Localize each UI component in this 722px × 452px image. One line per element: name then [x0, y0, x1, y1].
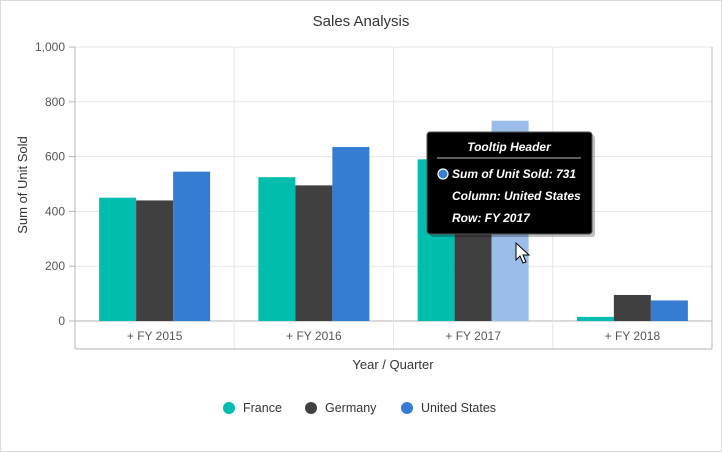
x-tick-label: + FY 2016	[286, 329, 342, 343]
x-tick-label: + FY 2017	[445, 329, 501, 343]
legend-marker[interactable]	[223, 402, 235, 414]
y-tick-label: 600	[45, 150, 65, 164]
legend-label[interactable]: United States	[421, 401, 496, 415]
bar-france[interactable]	[576, 316, 614, 321]
x-axis-title: Year / Quarter	[352, 357, 434, 372]
chart-title: Sales Analysis	[313, 13, 410, 30]
y-tick-label: 800	[45, 95, 65, 109]
y-tick-label: 0	[58, 314, 65, 328]
tooltip-line-column: Column: United States	[452, 189, 581, 203]
x-axis-ticks: + FY 2015 + FY 2016 + FY 2017 + FY 2018	[127, 329, 661, 343]
y-axis-title: Sum of Unit Sold	[15, 136, 30, 234]
tooltip-line-row: Row: FY 2017	[452, 211, 531, 225]
legend: France Germany United States	[223, 401, 496, 415]
tooltip-header: Tooltip Header	[467, 140, 552, 154]
bar-germany[interactable]	[136, 200, 174, 321]
bar-germany[interactable]	[613, 294, 651, 321]
y-tick-label: 1,000	[35, 40, 65, 54]
bar-united-states[interactable]	[650, 300, 688, 321]
bar-germany[interactable]	[295, 185, 333, 321]
legend-marker[interactable]	[401, 402, 413, 414]
y-tick-label: 400	[45, 204, 65, 218]
x-tick-label: + FY 2015	[127, 329, 183, 343]
bar-france[interactable]	[258, 177, 296, 321]
y-tick-label: 200	[45, 259, 65, 273]
legend-label[interactable]: Germany	[325, 401, 377, 415]
legend-marker[interactable]	[305, 402, 317, 414]
tooltip-line-value: Sum of Unit Sold: 731	[452, 167, 576, 181]
bar-france[interactable]	[99, 197, 137, 321]
legend-label[interactable]: France	[243, 401, 282, 415]
y-axis-ticks: 0 200 400 600 800 1,000	[35, 40, 65, 328]
cursor-arrow-icon	[515, 241, 531, 264]
x-tick-label: + FY 2018	[605, 329, 661, 343]
bar-united-states[interactable]	[332, 147, 370, 321]
tooltip-marker	[437, 168, 449, 180]
bar-united-states[interactable]	[173, 171, 211, 321]
bars	[99, 120, 688, 322]
tooltip: Tooltip Header Sum of Unit Sold: 731 Col…	[426, 131, 595, 237]
